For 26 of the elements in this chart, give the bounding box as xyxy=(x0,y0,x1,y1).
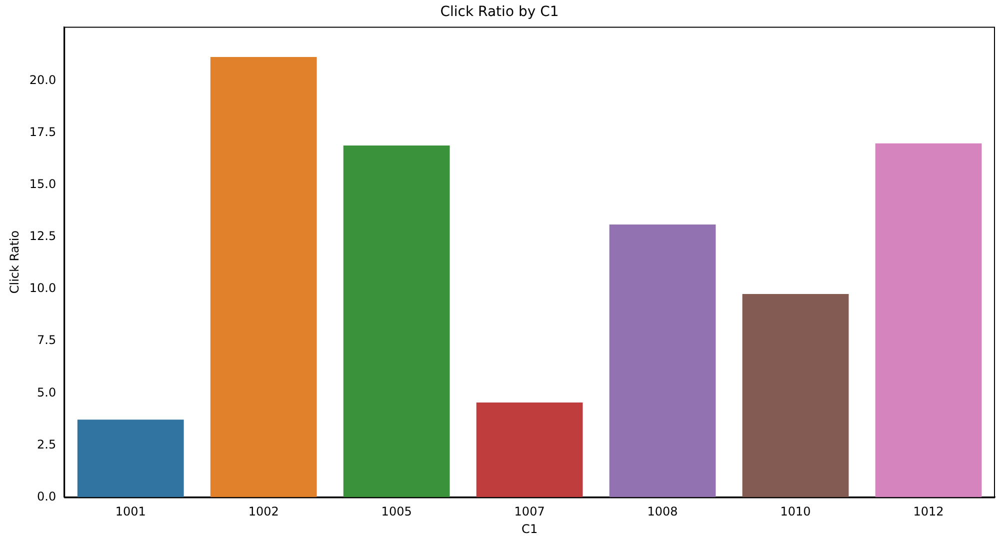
x-tick-label: 1008 xyxy=(647,504,678,519)
y-tick-label: 7.5 xyxy=(37,333,56,348)
bar xyxy=(77,420,184,498)
bar xyxy=(609,224,716,498)
x-axis-title: C1 xyxy=(522,522,538,536)
y-tick-label: 0.0 xyxy=(37,489,56,504)
y-tick-label: 15.0 xyxy=(29,177,56,192)
bar xyxy=(875,143,982,498)
bar xyxy=(476,402,583,498)
x-tick-label: 1007 xyxy=(514,504,545,519)
y-tick-label: 17.5 xyxy=(29,125,56,140)
y-tick-label: 2.5 xyxy=(37,437,56,452)
y-tick-label: 10.0 xyxy=(29,281,56,296)
bar xyxy=(742,294,849,498)
y-tick-label: 20.0 xyxy=(29,73,56,88)
y-axis-title: Click Ratio xyxy=(7,230,22,294)
x-tick-label: 1010 xyxy=(780,504,811,519)
chart-title: Click Ratio by C1 xyxy=(440,4,559,20)
y-tick-label: 5.0 xyxy=(37,385,56,400)
y-tick-label: 12.5 xyxy=(29,229,56,244)
x-tick-label: 1001 xyxy=(115,504,146,519)
x-tick-label: 1002 xyxy=(248,504,279,519)
x-tick-label: 1012 xyxy=(913,504,944,519)
bar xyxy=(343,145,450,498)
bar xyxy=(210,56,317,498)
x-tick-label: 1005 xyxy=(381,504,412,519)
